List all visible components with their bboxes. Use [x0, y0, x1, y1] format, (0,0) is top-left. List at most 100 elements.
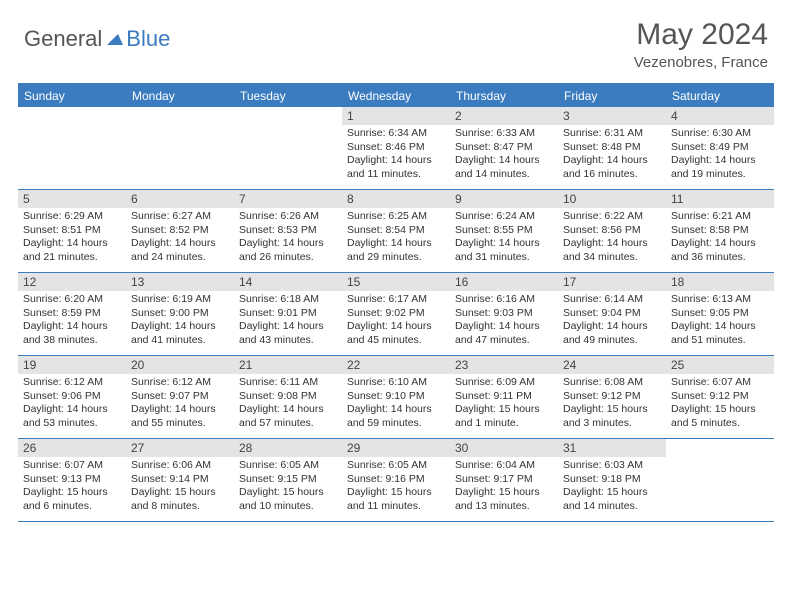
location-text: Vezenobres, France — [634, 54, 768, 71]
sunrise-text: Sunrise: 6:12 AM — [23, 376, 121, 390]
day-number: 12 — [18, 273, 126, 291]
daylight-text: Daylight: 15 hours and 10 minutes. — [239, 486, 337, 513]
day-number: 9 — [450, 190, 558, 208]
day-number: 14 — [234, 273, 342, 291]
calendar-day-cell: 28Sunrise: 6:05 AMSunset: 9:15 PMDayligh… — [234, 439, 342, 521]
calendar-day-cell: 23Sunrise: 6:09 AMSunset: 9:11 PMDayligh… — [450, 356, 558, 438]
calendar-day-cell: 8Sunrise: 6:25 AMSunset: 8:54 PMDaylight… — [342, 190, 450, 272]
calendar-day-cell: 9Sunrise: 6:24 AMSunset: 8:55 PMDaylight… — [450, 190, 558, 272]
day-details: Sunrise: 6:16 AMSunset: 9:03 PMDaylight:… — [450, 291, 558, 352]
calendar-body: 1Sunrise: 6:34 AMSunset: 8:46 PMDaylight… — [18, 107, 774, 522]
sunset-text: Sunset: 9:15 PM — [239, 473, 337, 487]
sunrise-text: Sunrise: 6:16 AM — [455, 293, 553, 307]
sunrise-text: Sunrise: 6:07 AM — [671, 376, 769, 390]
sunset-text: Sunset: 9:17 PM — [455, 473, 553, 487]
daylight-text: Daylight: 14 hours and 21 minutes. — [23, 237, 121, 264]
day-number: 24 — [558, 356, 666, 374]
day-details: Sunrise: 6:03 AMSunset: 9:18 PMDaylight:… — [558, 457, 666, 518]
daylight-text: Daylight: 15 hours and 8 minutes. — [131, 486, 229, 513]
calendar-day-cell: 11Sunrise: 6:21 AMSunset: 8:58 PMDayligh… — [666, 190, 774, 272]
daylight-text: Daylight: 14 hours and 24 minutes. — [131, 237, 229, 264]
day-number: 21 — [234, 356, 342, 374]
sunrise-text: Sunrise: 6:34 AM — [347, 127, 445, 141]
calendar-day-cell: 27Sunrise: 6:06 AMSunset: 9:14 PMDayligh… — [126, 439, 234, 521]
day-details: Sunrise: 6:06 AMSunset: 9:14 PMDaylight:… — [126, 457, 234, 518]
sunset-text: Sunset: 9:05 PM — [671, 307, 769, 321]
calendar-week-row: 5Sunrise: 6:29 AMSunset: 8:51 PMDaylight… — [18, 190, 774, 273]
sunset-text: Sunset: 8:46 PM — [347, 141, 445, 155]
day-number: 30 — [450, 439, 558, 457]
sunrise-text: Sunrise: 6:10 AM — [347, 376, 445, 390]
daylight-text: Daylight: 14 hours and 57 minutes. — [239, 403, 337, 430]
sunrise-text: Sunrise: 6:27 AM — [131, 210, 229, 224]
day-details: Sunrise: 6:10 AMSunset: 9:10 PMDaylight:… — [342, 374, 450, 435]
daylight-text: Daylight: 14 hours and 29 minutes. — [347, 237, 445, 264]
day-number: 7 — [234, 190, 342, 208]
day-number: 25 — [666, 356, 774, 374]
day-details: Sunrise: 6:05 AMSunset: 9:16 PMDaylight:… — [342, 457, 450, 518]
day-number: 29 — [342, 439, 450, 457]
daylight-text: Daylight: 14 hours and 19 minutes. — [671, 154, 769, 181]
sunset-text: Sunset: 9:02 PM — [347, 307, 445, 321]
sunset-text: Sunset: 9:12 PM — [671, 390, 769, 404]
sunrise-text: Sunrise: 6:05 AM — [347, 459, 445, 473]
day-details: Sunrise: 6:22 AMSunset: 8:56 PMDaylight:… — [558, 208, 666, 269]
calendar-day-cell: 29Sunrise: 6:05 AMSunset: 9:16 PMDayligh… — [342, 439, 450, 521]
day-number: 19 — [18, 356, 126, 374]
daylight-text: Daylight: 15 hours and 11 minutes. — [347, 486, 445, 513]
calendar-day-cell: 19Sunrise: 6:12 AMSunset: 9:06 PMDayligh… — [18, 356, 126, 438]
day-number: 26 — [18, 439, 126, 457]
day-number: 13 — [126, 273, 234, 291]
day-number — [126, 107, 234, 111]
day-details: Sunrise: 6:07 AMSunset: 9:13 PMDaylight:… — [18, 457, 126, 518]
day-details: Sunrise: 6:31 AMSunset: 8:48 PMDaylight:… — [558, 125, 666, 186]
day-number: 3 — [558, 107, 666, 125]
day-details: Sunrise: 6:29 AMSunset: 8:51 PMDaylight:… — [18, 208, 126, 269]
day-details: Sunrise: 6:18 AMSunset: 9:01 PMDaylight:… — [234, 291, 342, 352]
logo-triangle-icon — [106, 32, 124, 46]
daylight-text: Daylight: 14 hours and 34 minutes. — [563, 237, 661, 264]
calendar-day-cell: 16Sunrise: 6:16 AMSunset: 9:03 PMDayligh… — [450, 273, 558, 355]
day-details: Sunrise: 6:13 AMSunset: 9:05 PMDaylight:… — [666, 291, 774, 352]
weekday-header: Monday — [126, 85, 234, 107]
day-details: Sunrise: 6:14 AMSunset: 9:04 PMDaylight:… — [558, 291, 666, 352]
sunrise-text: Sunrise: 6:03 AM — [563, 459, 661, 473]
daylight-text: Daylight: 14 hours and 41 minutes. — [131, 320, 229, 347]
day-number: 27 — [126, 439, 234, 457]
sunset-text: Sunset: 8:51 PM — [23, 224, 121, 238]
calendar-day-cell: 10Sunrise: 6:22 AMSunset: 8:56 PMDayligh… — [558, 190, 666, 272]
daylight-text: Daylight: 14 hours and 47 minutes. — [455, 320, 553, 347]
sunset-text: Sunset: 8:55 PM — [455, 224, 553, 238]
day-details: Sunrise: 6:34 AMSunset: 8:46 PMDaylight:… — [342, 125, 450, 186]
daylight-text: Daylight: 14 hours and 55 minutes. — [131, 403, 229, 430]
day-details: Sunrise: 6:12 AMSunset: 9:06 PMDaylight:… — [18, 374, 126, 435]
sunrise-text: Sunrise: 6:21 AM — [671, 210, 769, 224]
sunrise-text: Sunrise: 6:17 AM — [347, 293, 445, 307]
calendar-day-cell: 1Sunrise: 6:34 AMSunset: 8:46 PMDaylight… — [342, 107, 450, 189]
calendar-day-cell: 17Sunrise: 6:14 AMSunset: 9:04 PMDayligh… — [558, 273, 666, 355]
sunset-text: Sunset: 9:16 PM — [347, 473, 445, 487]
sunset-text: Sunset: 9:13 PM — [23, 473, 121, 487]
calendar-day-cell: 30Sunrise: 6:04 AMSunset: 9:17 PMDayligh… — [450, 439, 558, 521]
calendar-day-cell: 3Sunrise: 6:31 AMSunset: 8:48 PMDaylight… — [558, 107, 666, 189]
day-details: Sunrise: 6:05 AMSunset: 9:15 PMDaylight:… — [234, 457, 342, 518]
daylight-text: Daylight: 14 hours and 16 minutes. — [563, 154, 661, 181]
calendar-day-cell — [234, 107, 342, 189]
sunrise-text: Sunrise: 6:05 AM — [239, 459, 337, 473]
sunrise-text: Sunrise: 6:19 AM — [131, 293, 229, 307]
sunrise-text: Sunrise: 6:25 AM — [347, 210, 445, 224]
sunrise-text: Sunrise: 6:12 AM — [131, 376, 229, 390]
sunset-text: Sunset: 8:59 PM — [23, 307, 121, 321]
sunrise-text: Sunrise: 6:04 AM — [455, 459, 553, 473]
logo-text-2: Blue — [126, 26, 170, 52]
calendar-day-cell: 24Sunrise: 6:08 AMSunset: 9:12 PMDayligh… — [558, 356, 666, 438]
calendar-day-cell: 25Sunrise: 6:07 AMSunset: 9:12 PMDayligh… — [666, 356, 774, 438]
day-number: 20 — [126, 356, 234, 374]
sunset-text: Sunset: 9:11 PM — [455, 390, 553, 404]
day-details: Sunrise: 6:11 AMSunset: 9:08 PMDaylight:… — [234, 374, 342, 435]
calendar-day-cell: 13Sunrise: 6:19 AMSunset: 9:00 PMDayligh… — [126, 273, 234, 355]
sunset-text: Sunset: 9:07 PM — [131, 390, 229, 404]
sunrise-text: Sunrise: 6:26 AM — [239, 210, 337, 224]
calendar-header-row: SundayMondayTuesdayWednesdayThursdayFrid… — [18, 85, 774, 107]
weekday-header: Saturday — [666, 85, 774, 107]
